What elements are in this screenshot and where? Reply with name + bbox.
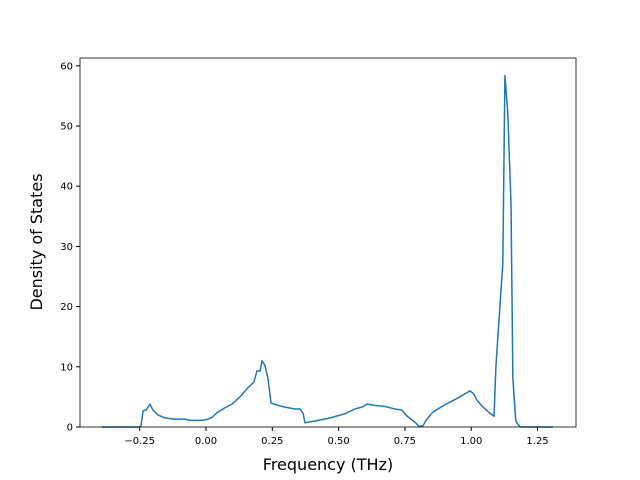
x-tick-label: 0.25 [261, 436, 283, 447]
y-tick-label: 20 [60, 302, 73, 313]
y-tick-label: 0 [67, 423, 73, 434]
y-tick-label: 40 [60, 182, 73, 193]
x-tick-label: 0.50 [327, 436, 349, 447]
x-axis-label: Frequency (THz) [263, 455, 393, 474]
y-tick-label: 10 [60, 362, 73, 373]
x-tick-label: 0.00 [195, 436, 217, 447]
line [102, 74, 553, 428]
x-tick-label: 0.75 [394, 436, 416, 447]
y-tick-label: 50 [60, 122, 73, 133]
plot-frame [79, 57, 577, 428]
x-tick-label: −0.25 [124, 436, 155, 447]
y-axis-label: Density of States [27, 173, 46, 310]
y-tick-label: 60 [60, 61, 73, 72]
y-tick-label: 30 [60, 242, 73, 253]
x-tick-label: 1.25 [526, 436, 548, 447]
x-tick-label: 1.00 [460, 436, 482, 447]
